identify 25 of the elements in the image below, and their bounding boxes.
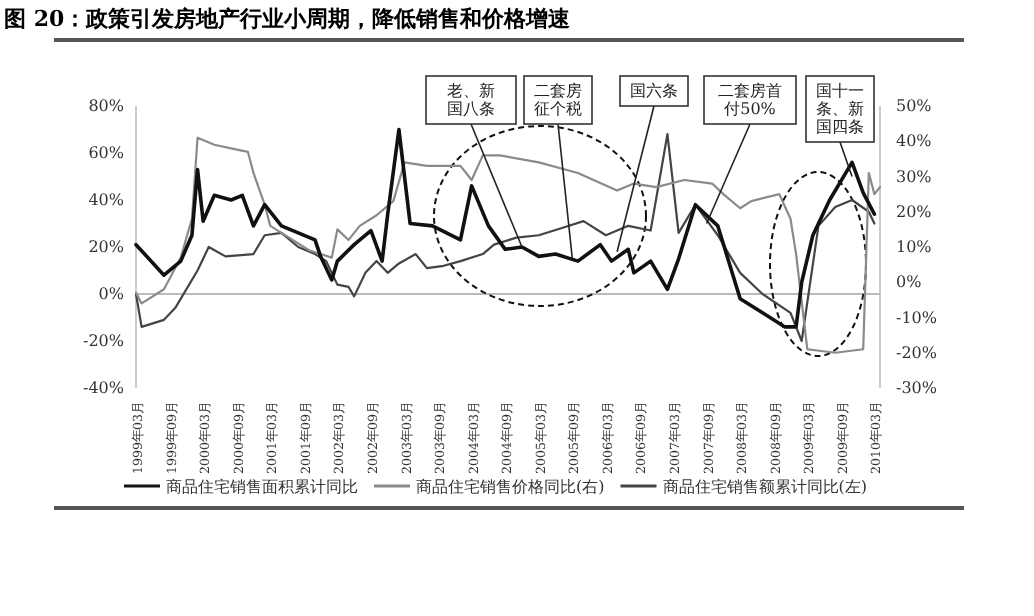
legend-label: 商品住宅销售额累计同比(左) [662, 478, 867, 496]
y2-tick-label: -10% [896, 308, 938, 327]
y2-tick-label: 0% [896, 273, 923, 292]
chart-title: 图 20：政策引发房地产行业小周期，降低销售和价格增速 [4, 6, 573, 32]
annotation: 二套房征个税 [534, 82, 582, 118]
y-tick-label: -20% [83, 332, 125, 350]
y2-tick-label: 40% [896, 132, 933, 151]
y2-tick-label: 10% [896, 238, 933, 256]
annotation: 国六条 [630, 82, 678, 100]
annotation: 国十一条、新国四条 [816, 82, 864, 136]
legend-label: 商品住宅销售价格同比(右) [416, 478, 605, 496]
y-tick-label: 60% [88, 144, 125, 162]
y-tick-label: -40% [83, 379, 125, 397]
annotation: 老、新国八条 [447, 82, 495, 118]
legend-label: 商品住宅销售面积累计同比 [166, 478, 358, 496]
y-tick-label: 40% [88, 191, 125, 209]
y-tick-label: 80% [88, 97, 125, 115]
y2-tick-label: 30% [896, 167, 933, 186]
y-tick-label: 0% [98, 285, 125, 303]
y2-tick-label: 20% [896, 202, 933, 221]
y2-tick-label: -30% [896, 379, 938, 397]
y-tick-label: 20% [88, 238, 125, 256]
y2-tick-label: 50% [896, 97, 933, 115]
y2-tick-label: -20% [896, 343, 938, 362]
annotation: 二套房首付50% [718, 82, 782, 118]
